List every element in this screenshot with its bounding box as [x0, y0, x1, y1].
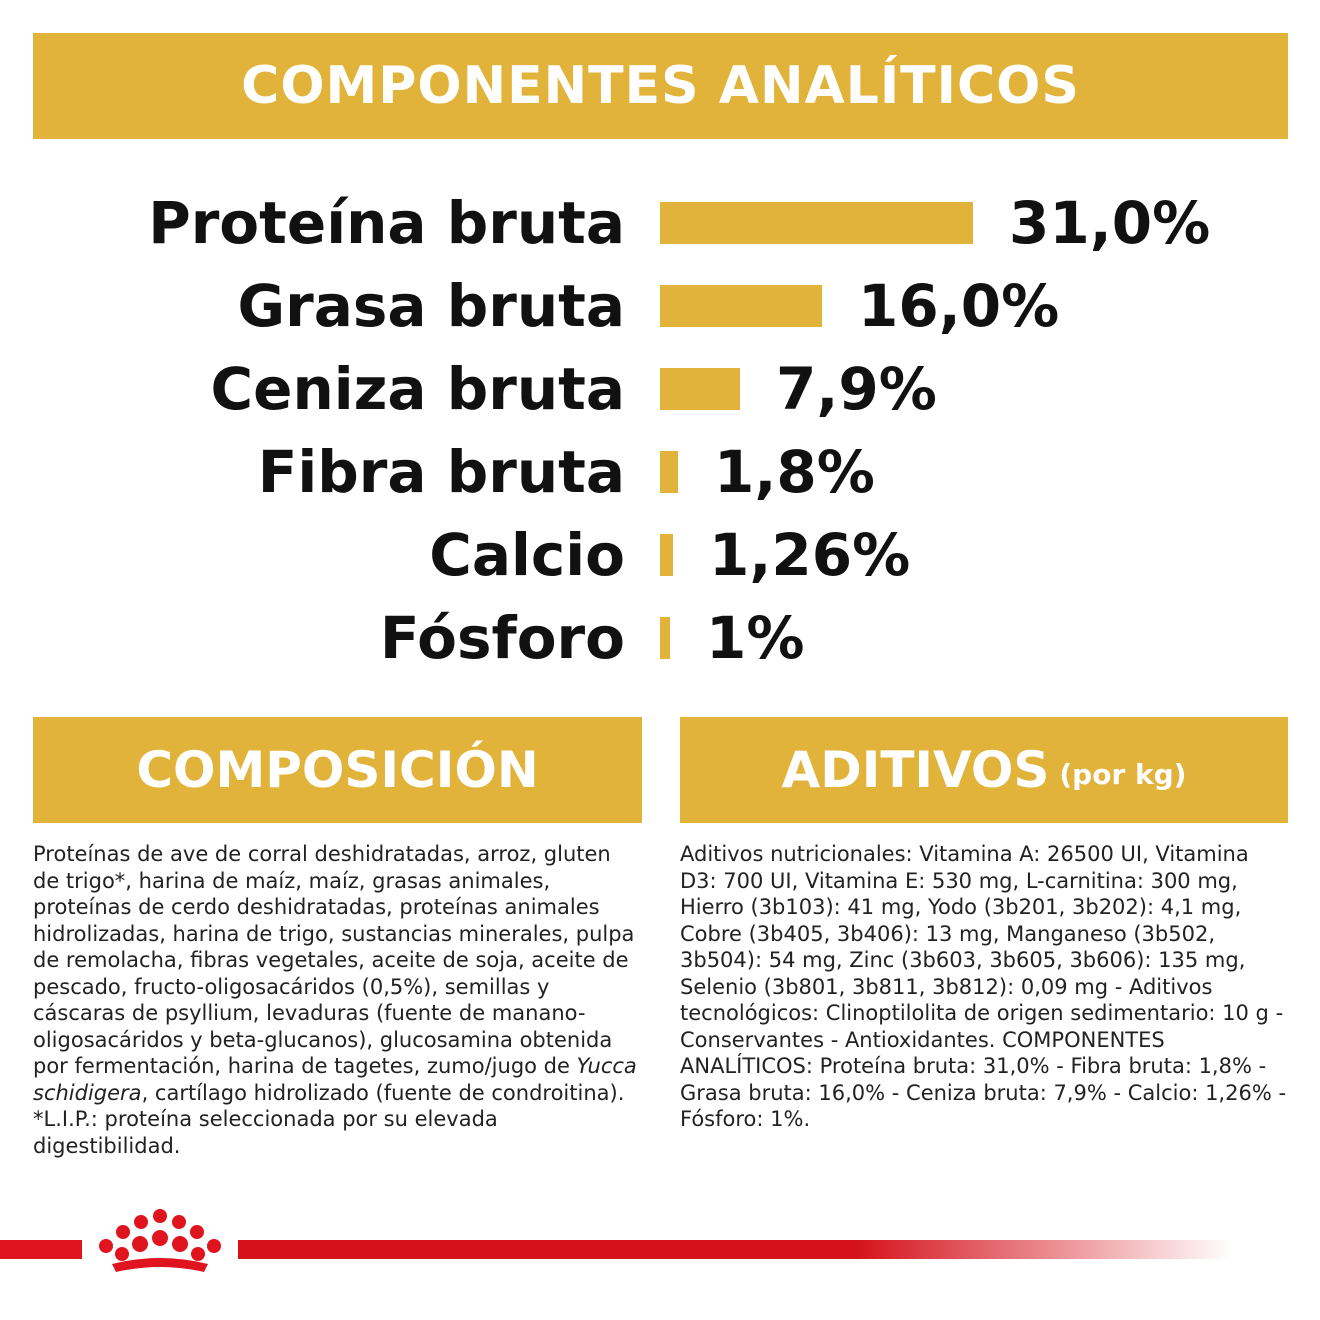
analytics-row: Grasa bruta 16,0% — [0, 266, 1320, 346]
analytics-row: Fósforo 1% — [0, 598, 1320, 678]
component-label: Ceniza bruta — [210, 355, 625, 423]
brand-stripe-left — [0, 1240, 82, 1259]
component-value: 1,8% — [714, 438, 875, 506]
analytics-row: Fibra bruta 1,8% — [0, 432, 1320, 512]
component-bar — [660, 534, 673, 576]
component-label: Grasa bruta — [237, 272, 625, 340]
component-bar — [660, 202, 973, 244]
component-label: Proteína bruta — [148, 189, 625, 257]
additives-banner: ADITIVOS (por kg) — [680, 717, 1288, 823]
analytics-row: Ceniza bruta 7,9% — [0, 349, 1320, 429]
additives-title: ADITIVOS — [781, 741, 1050, 799]
analytics-row: Calcio 1,26% — [0, 515, 1320, 595]
composition-text-part: , cartílago hidrolizado (fuente de condr… — [33, 1080, 625, 1158]
analytics-row: Proteína bruta 31,0% — [0, 183, 1320, 263]
component-label: Calcio — [429, 521, 625, 589]
component-value: 7,9% — [776, 355, 937, 423]
brand-stripe-right — [238, 1240, 1233, 1259]
component-label: Fósforo — [379, 604, 625, 672]
component-value: 31,0% — [1009, 189, 1211, 257]
component-bar — [660, 368, 740, 410]
analytics-title: COMPONENTES ANALÍTICOS — [241, 56, 1080, 116]
composition-text-part: Proteínas de ave de corral deshidratadas… — [33, 842, 635, 1078]
composition-text: Proteínas de ave de corral deshidratadas… — [33, 841, 643, 1159]
composition-banner: COMPOSICIÓN — [33, 717, 642, 823]
component-value: 16,0% — [858, 272, 1060, 340]
analytics-banner: COMPONENTES ANALÍTICOS — [33, 33, 1288, 139]
additives-subtitle: (por kg) — [1059, 757, 1187, 791]
component-label: Fibra bruta — [257, 438, 625, 506]
component-bar — [660, 451, 678, 493]
composition-text-italic: Yucca schidigera — [33, 1054, 637, 1105]
additives-text: Aditivos nutricionales: Vitamina A: 2650… — [680, 842, 1287, 1131]
component-value: 1% — [706, 604, 805, 672]
component-value: 1,26% — [709, 521, 911, 589]
royal-canin-crown-icon — [99, 1209, 221, 1272]
composition-title: COMPOSICIÓN — [136, 741, 539, 799]
component-bar — [660, 617, 670, 659]
component-bar — [660, 285, 822, 327]
